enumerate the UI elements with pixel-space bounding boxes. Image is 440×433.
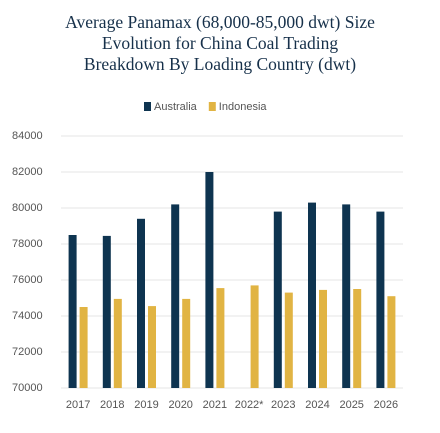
bar bbox=[102, 235, 111, 388]
x-tick-label: 2023 bbox=[271, 399, 295, 411]
x-tick-label: 2019 bbox=[134, 399, 158, 411]
bar bbox=[273, 211, 282, 388]
x-tick-label: 2026 bbox=[374, 399, 398, 411]
x-tick-label: 2020 bbox=[168, 399, 192, 411]
x-tick-label: 2025 bbox=[339, 399, 363, 411]
bar bbox=[137, 218, 145, 388]
y-tick-label: 82000 bbox=[12, 166, 43, 178]
y-tick-label: 72000 bbox=[12, 346, 43, 358]
y-tick-label: 70000 bbox=[12, 382, 43, 394]
bar bbox=[79, 307, 88, 388]
y-tick-label: 84000 bbox=[12, 130, 43, 142]
bar bbox=[113, 298, 122, 388]
x-tick-label: 2021 bbox=[203, 399, 227, 411]
bar bbox=[171, 204, 180, 388]
y-tick-label: 80000 bbox=[12, 202, 43, 214]
bar bbox=[387, 296, 396, 388]
bar bbox=[216, 288, 225, 388]
bar bbox=[250, 285, 259, 388]
bar bbox=[182, 298, 191, 388]
bar bbox=[319, 289, 327, 388]
y-tick-label: 76000 bbox=[12, 274, 43, 286]
chart-title: Average Panamax (68,000-85,000 dwt) Size… bbox=[65, 12, 375, 74]
legend-swatch bbox=[144, 102, 151, 111]
x-tick-label: 2022* bbox=[235, 399, 264, 411]
bar bbox=[308, 202, 316, 388]
bar bbox=[284, 292, 293, 388]
legend-swatch bbox=[208, 102, 216, 111]
bar bbox=[68, 235, 77, 388]
bar bbox=[148, 306, 156, 388]
legend-label: Indonesia bbox=[219, 101, 268, 113]
bar bbox=[376, 211, 385, 388]
y-tick-label: 74000 bbox=[12, 310, 43, 322]
bar bbox=[353, 289, 362, 388]
x-tick-label: 2018 bbox=[100, 399, 124, 411]
bar bbox=[342, 204, 351, 388]
x-tick-label: 2024 bbox=[305, 399, 329, 411]
x-tick-label: 2017 bbox=[66, 399, 90, 411]
y-tick-label: 78000 bbox=[12, 238, 43, 250]
legend-label: Australia bbox=[154, 101, 198, 113]
bar bbox=[205, 172, 214, 388]
